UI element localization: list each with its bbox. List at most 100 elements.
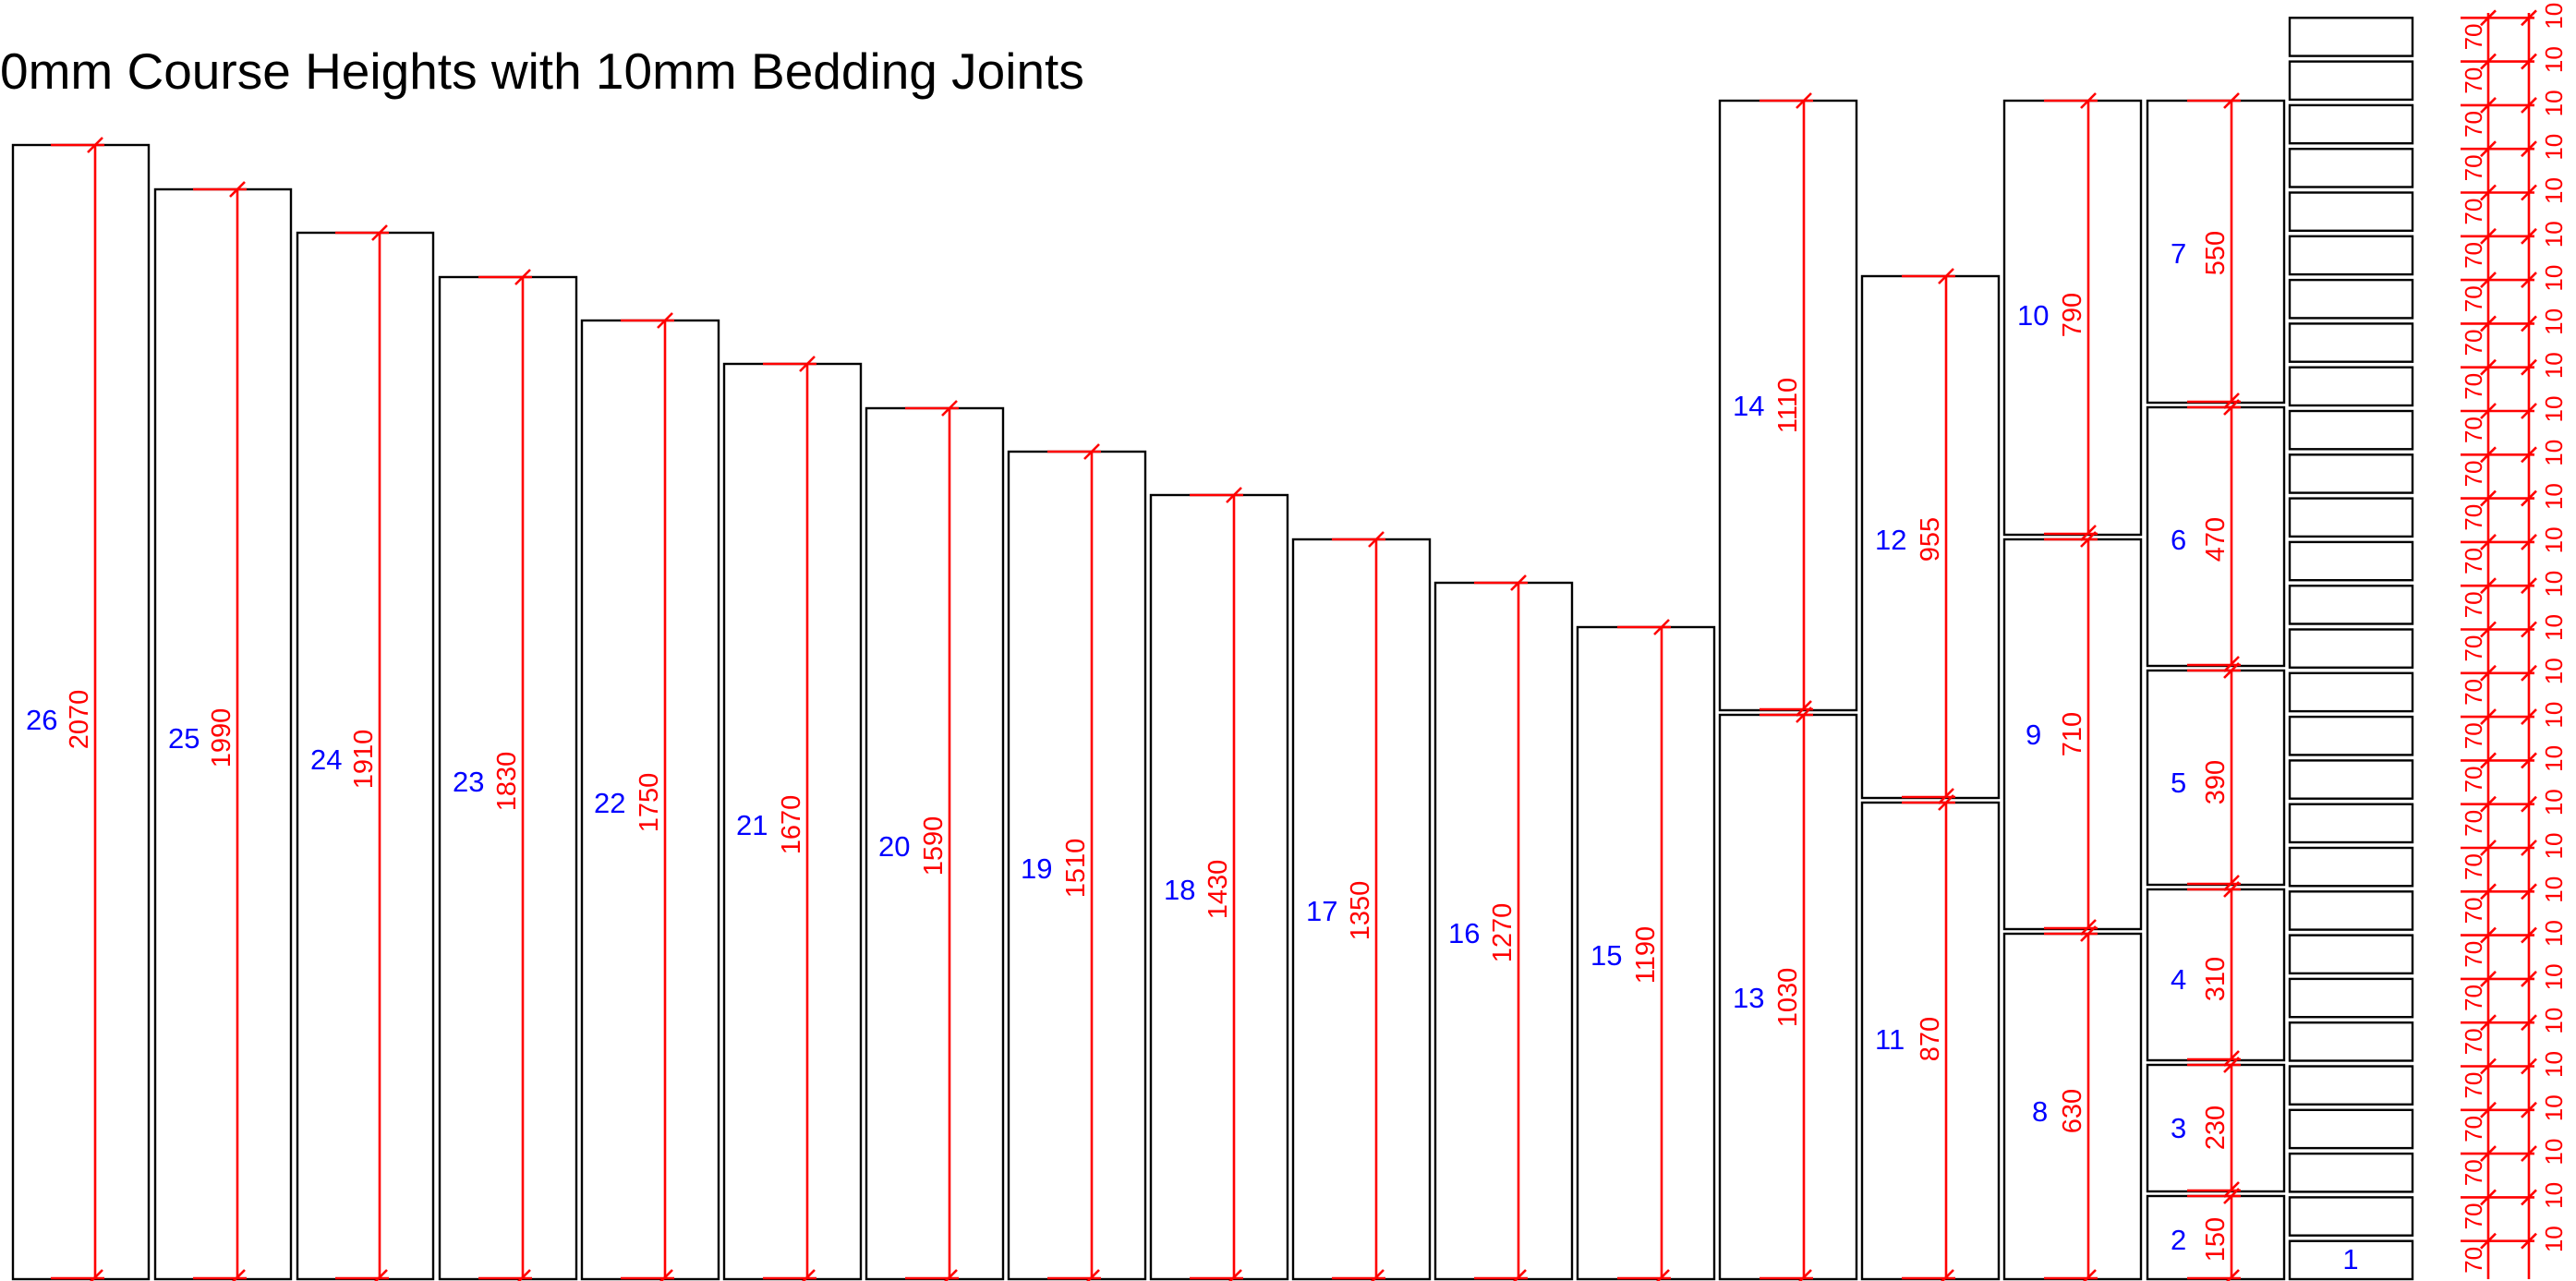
dimension-slash-bottom-13 — [1798, 1269, 1812, 1281]
single-course-15 — [2288, 628, 2414, 669]
dimension-slash-top-26 — [87, 137, 103, 153]
single-course-29 — [2288, 17, 2414, 57]
single-course-20 — [2288, 409, 2414, 451]
joint-dimension-label: 10 — [2540, 702, 2568, 729]
strip-slash — [2480, 1145, 2497, 1163]
joint-dimension-label: 10 — [2540, 1226, 2568, 1252]
dimension-slash-top-12 — [1938, 268, 1954, 284]
dimension-slash-top-3 — [2223, 1057, 2240, 1073]
course-dimension-label: 70 — [2460, 591, 2487, 618]
dimension-slash-top-11 — [1938, 794, 1954, 811]
course-dimension-label: 70 — [2460, 897, 2487, 924]
strip-slash — [2521, 1232, 2537, 1250]
course-number-6: 6 — [2171, 524, 2186, 556]
strip-slash — [2480, 446, 2497, 464]
strip-slash — [2480, 533, 2497, 550]
height-label-12: 955 — [1916, 517, 1945, 562]
strip-slash — [2480, 926, 2497, 944]
course-dimension-label: 70 — [2460, 679, 2487, 706]
strip-slash — [2521, 489, 2537, 507]
strip-slash — [2480, 883, 2497, 900]
course-number-16: 16 — [1448, 917, 1480, 949]
course-dimension-label: 70 — [2460, 330, 2487, 357]
course-number-8: 8 — [2032, 1095, 2048, 1128]
dimension-slash-top-15 — [1653, 619, 1670, 635]
strip-slash — [2521, 9, 2537, 27]
strip-slash — [2521, 140, 2537, 158]
joint-dimension-label: 10 — [2540, 177, 2568, 204]
dimension-slash-bottom-10 — [2080, 525, 2097, 541]
course-number-11: 11 — [1875, 1023, 1905, 1056]
height-label-14: 1110 — [1773, 378, 1803, 433]
height-label-4: 310 — [2201, 957, 2231, 1001]
course-number-26: 26 — [26, 704, 57, 736]
strip-slash — [2521, 970, 2537, 987]
dimension-slash-top-7 — [2223, 92, 2240, 109]
dimension-slash-bottom-2 — [2226, 1269, 2240, 1281]
joint-dimension-label: 10 — [2540, 658, 2568, 684]
course-dimension-label: 70 — [2460, 853, 2487, 880]
dimension-slash-bottom-17 — [1371, 1269, 1385, 1281]
dimension-slash-bottom-4 — [2223, 1050, 2240, 1067]
height-label-11: 870 — [1916, 1017, 1945, 1061]
single-course-22 — [2288, 322, 2414, 363]
dimension-slash-bottom-3 — [2223, 1181, 2240, 1198]
single-course-3 — [2288, 1152, 2414, 1193]
joint-dimension-label: 10 — [2540, 352, 2568, 379]
single-course-11 — [2288, 803, 2414, 844]
dimension-slash-bottom-24 — [374, 1269, 388, 1281]
course-dimension-label: 70 — [2460, 941, 2487, 968]
single-course-14 — [2288, 671, 2414, 713]
strip-slash — [2521, 315, 2537, 332]
dimension-slash-top-14 — [1796, 92, 1812, 109]
course-dimension-label: 70 — [2460, 1072, 2487, 1099]
height-label-16: 1270 — [1488, 903, 1518, 963]
course-number-7: 7 — [2171, 237, 2186, 270]
strip-slash — [2480, 184, 2497, 201]
course-number-5: 5 — [2171, 767, 2186, 799]
joint-dimension-label: 10 — [2540, 134, 2568, 161]
dimension-slash-bottom-16 — [1513, 1269, 1527, 1281]
strip-slash — [2480, 96, 2497, 114]
dimension-slash-top-18 — [1226, 487, 1242, 503]
dimension-slash-top-23 — [514, 269, 531, 285]
single-course-25 — [2288, 191, 2414, 232]
height-label-26: 2070 — [65, 690, 94, 750]
single-course-6 — [2288, 1021, 2414, 1062]
dimension-slash-bottom-21 — [802, 1269, 816, 1281]
dimension-slash-bottom-8 — [2083, 1269, 2097, 1281]
strip-slash — [2480, 140, 2497, 158]
dimension-slash-top-19 — [1083, 443, 1100, 460]
course-dimension-label: 70 — [2460, 460, 2487, 487]
dimension-slash-bottom-23 — [517, 1269, 531, 1281]
dimension-slash-top-9 — [2080, 531, 2097, 548]
course-dimension-label: 70 — [2460, 1203, 2487, 1230]
course-dimension-label: 70 — [2460, 373, 2487, 400]
strip-slash — [2521, 1145, 2537, 1163]
strip-slash — [2480, 1101, 2497, 1118]
course-dimension-label: 70 — [2460, 1116, 2487, 1142]
strip-slash — [2521, 272, 2537, 289]
height-label-3: 230 — [2201, 1106, 2231, 1150]
strip-slash — [2480, 970, 2497, 987]
dimension-slash-top-13 — [1796, 707, 1812, 723]
strip-slash — [2521, 446, 2537, 464]
course-dimension-label: 70 — [2460, 111, 2487, 138]
strip-slash — [2521, 664, 2537, 682]
height-label-22: 1750 — [635, 773, 664, 833]
strip-slash — [2521, 795, 2537, 813]
single-course-2 — [2288, 1196, 2414, 1237]
joint-dimension-label: 10 — [2540, 1139, 2568, 1166]
joint-dimension-label: 10 — [2540, 571, 2568, 598]
course-dimension-label: 70 — [2460, 767, 2487, 793]
single-course-27 — [2288, 103, 2414, 145]
dimension-slash-top-6 — [2223, 399, 2240, 416]
dimension-slash-bottom-19 — [1086, 1269, 1100, 1281]
joint-dimension-label: 10 — [2540, 265, 2568, 292]
dimension-slash-bottom-5 — [2223, 875, 2240, 891]
height-label-25: 1990 — [207, 708, 236, 768]
course-number-20: 20 — [878, 830, 910, 863]
course-dimension-label: 70 — [2460, 1247, 2487, 1274]
course-stack: 1 — [2288, 17, 2414, 1281]
course-number-14: 14 — [1733, 390, 1764, 422]
